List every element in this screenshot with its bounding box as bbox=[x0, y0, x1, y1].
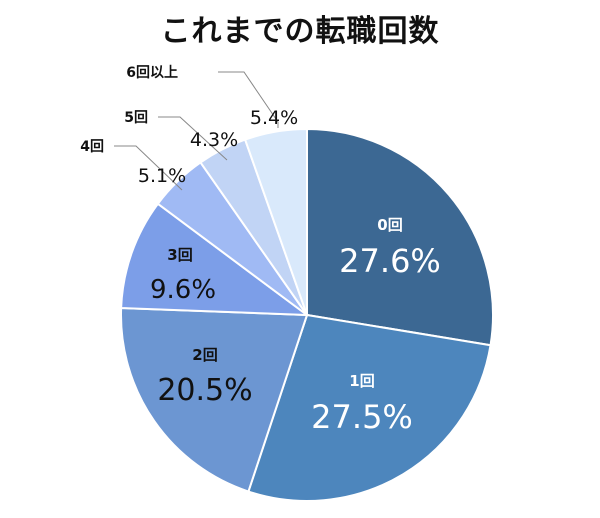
callout-category-label: 5回 bbox=[124, 110, 148, 126]
pie-slice bbox=[120, 306, 309, 493]
slice-value-label: 9.6% bbox=[150, 275, 216, 305]
callout-line bbox=[158, 116, 228, 161]
slice-value-label: 20.5% bbox=[157, 373, 252, 408]
callout-category-label: 4回 bbox=[80, 139, 104, 155]
callout-category-label: 6回以上 bbox=[126, 65, 178, 81]
slice-value-label: 27.6% bbox=[339, 242, 441, 280]
chart-title: これまでの転職回数 bbox=[160, 14, 440, 49]
pie-slice bbox=[120, 202, 311, 317]
slice-category-label: 3回 bbox=[167, 246, 192, 264]
callout-value-label: 4.3% bbox=[190, 129, 238, 151]
pie-slice bbox=[247, 313, 492, 502]
pie-slice bbox=[306, 127, 494, 347]
callout-value-label: 5.4% bbox=[250, 107, 298, 129]
slice-category-label: 1回 bbox=[349, 372, 374, 390]
callout-line bbox=[218, 71, 279, 128]
callout-value-label: 5.1% bbox=[138, 165, 186, 187]
slice-category-label: 2回 bbox=[192, 346, 217, 364]
pie-slice bbox=[243, 127, 308, 316]
slice-category-label: 0回 bbox=[377, 216, 402, 234]
callout-line bbox=[114, 145, 183, 191]
slice-value-label: 27.5% bbox=[311, 398, 413, 436]
